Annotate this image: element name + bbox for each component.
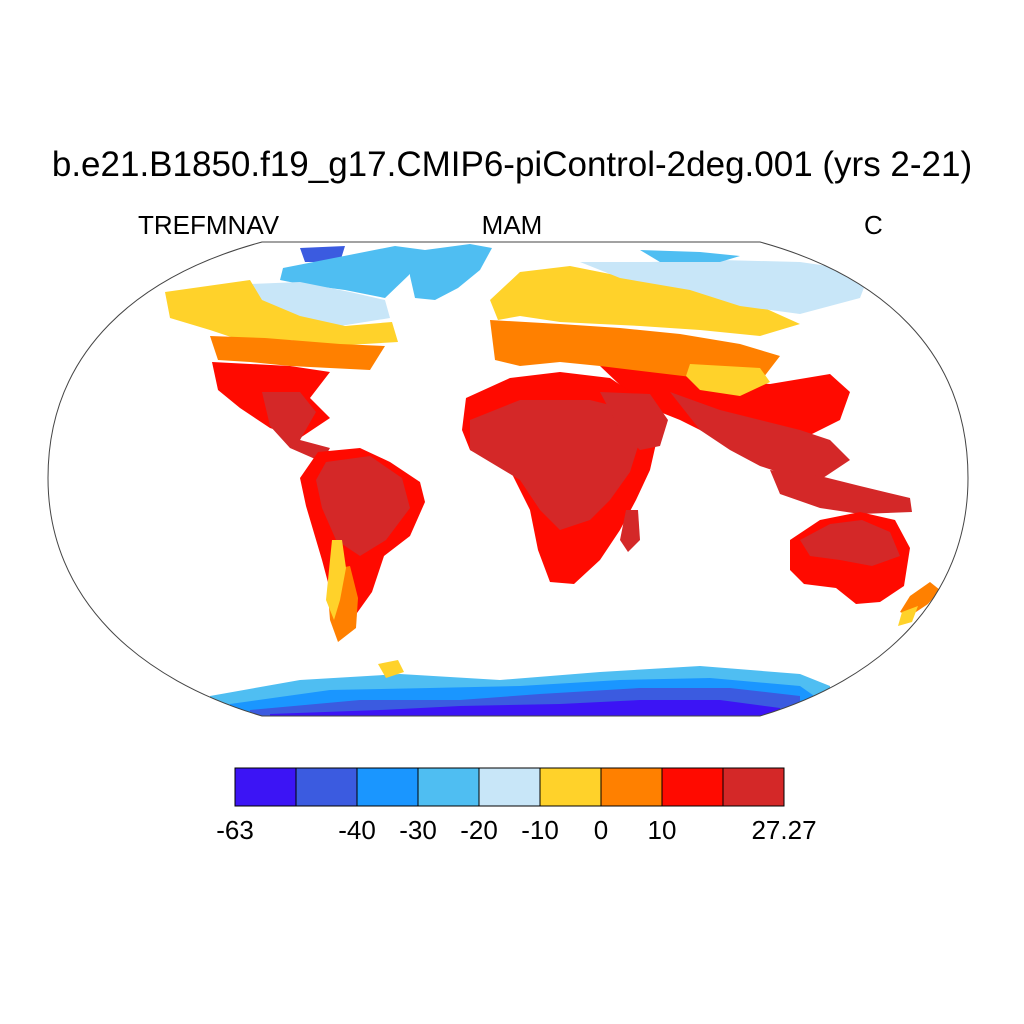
colorbar-label-0: -63 (216, 815, 254, 845)
greenland (410, 244, 492, 300)
colorbar-swatch-3 (417, 767, 480, 807)
colorbar (234, 767, 785, 807)
variable-label: TREFMNAV (138, 210, 280, 240)
na-subarctic (250, 282, 390, 326)
land-fill-group (165, 244, 940, 716)
na-cool (210, 336, 385, 370)
na-cold (165, 280, 398, 346)
indonesia (770, 470, 912, 514)
colorbar-label-7: 27.27 (751, 815, 817, 845)
colorbar-label-6: 10 (647, 815, 677, 845)
colorbar-label-4: -10 (521, 815, 559, 845)
colorbar-swatch-6 (600, 767, 663, 807)
asia-hot (670, 392, 850, 480)
na-hot (262, 392, 330, 462)
season-label: MAM (481, 210, 543, 240)
colorbar-swatch-8 (722, 767, 785, 807)
asia-polar (640, 250, 740, 262)
colorbar-swatch-7 (661, 767, 724, 807)
units-label: C (864, 210, 883, 240)
arabia (600, 392, 668, 450)
colorbar-swatch-0 (234, 767, 297, 807)
colorbar-swatch-2 (356, 767, 419, 807)
colorbar-label-5: 0 (593, 815, 609, 845)
sa-hot (316, 456, 410, 556)
colorbar-swatch-1 (295, 767, 358, 807)
na-arctic (280, 246, 440, 298)
new-zealand-south (898, 606, 918, 626)
plot-title: b.e21.B1850.f19_g17.CMIP6-piControl-2deg… (51, 145, 973, 184)
australia-hot (800, 520, 900, 566)
asia-arctic (580, 260, 870, 314)
colorbar-swatch-4 (478, 767, 541, 807)
colorbar-label-2: -30 (399, 815, 437, 845)
globe-outline (47, 241, 969, 717)
antarctica-core (270, 700, 780, 716)
colorbar-swatch-5 (539, 767, 602, 807)
sa-cold (326, 540, 346, 620)
colorbar-label-1: -40 (338, 815, 376, 845)
new-zealand (900, 582, 940, 616)
colorbar-label-3: -20 (460, 815, 498, 845)
africa-hot (470, 400, 640, 530)
na-polar (300, 246, 345, 262)
eu-cold (490, 266, 800, 336)
tibet-mild (686, 364, 770, 396)
antarctic-peninsula (378, 660, 404, 678)
madagascar (620, 510, 640, 552)
